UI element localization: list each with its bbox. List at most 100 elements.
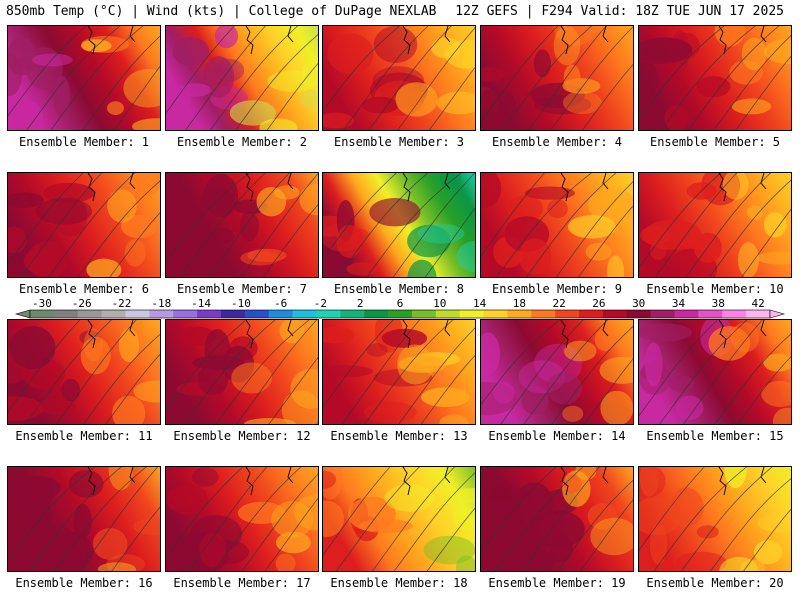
- height-contour: [323, 320, 394, 408]
- colorbar-tick-label: -30: [32, 297, 52, 310]
- ensemble-member-label: Ensemble Member: 16: [15, 576, 153, 590]
- height-contour: [639, 26, 725, 121]
- temperature-field: [481, 26, 633, 130]
- ensemble-member-map: [7, 25, 161, 131]
- height-contour: [8, 173, 84, 265]
- height-contour: [420, 355, 475, 424]
- colorbar-tick-label: 18: [513, 297, 526, 310]
- temperature-field: [639, 320, 791, 424]
- height-contour: [364, 320, 454, 424]
- height-contour: [78, 467, 159, 571]
- colorbar-tick-label: 14: [473, 297, 487, 310]
- coastline: [718, 26, 767, 55]
- height-contour: [240, 173, 318, 277]
- coastline: [718, 467, 767, 496]
- colorbar-segment: [722, 310, 747, 318]
- colorbar-segment: [340, 310, 365, 318]
- ensemble-member-map: [7, 319, 161, 425]
- height-contour: [683, 320, 763, 424]
- temperature-field: [639, 173, 791, 277]
- height-contour: [53, 467, 147, 571]
- ensemble-member-label: Ensemble Member: 13: [330, 429, 468, 443]
- ensemble-member-map: [322, 25, 476, 131]
- temperature-colorbar: -30 -26 -22 -18 -14 -10 -6 -2 2 6 10 14 18 22 26 30 34 38…: [14, 297, 786, 319]
- colorbar-segment: [149, 310, 174, 318]
- height-contour: [639, 467, 705, 551]
- temperature-field: [323, 467, 475, 571]
- height-contour: [550, 26, 633, 130]
- ensemble-member-label: Ensemble Member: 1: [18, 135, 150, 149]
- coastline: [87, 26, 136, 55]
- colorbar-segment: [53, 310, 79, 318]
- ensemble-member-map: [165, 172, 319, 278]
- ensemble-member-label: Ensemble Member: 2: [176, 135, 308, 149]
- ensemble-member-map: [7, 172, 161, 278]
- ensemble-member-map: [165, 25, 319, 131]
- ensemble-member-label: Ensemble Member: 14: [488, 429, 626, 443]
- height-contour: [708, 179, 791, 277]
- coastline: [560, 173, 609, 202]
- height-contour: [83, 333, 160, 424]
- height-contour: [113, 65, 160, 130]
- coastline: [560, 467, 609, 496]
- height-contour: [735, 55, 791, 130]
- temperature-field: [8, 467, 160, 571]
- ensemble-member-map: [322, 172, 476, 278]
- height-contour: [426, 507, 475, 571]
- colorbar-segment: [77, 310, 103, 318]
- temperature-field: [166, 467, 318, 571]
- ensemble-member-label: Ensemble Member: 15: [646, 429, 784, 443]
- ensemble-member-map: [322, 466, 476, 572]
- height-contour: [207, 173, 290, 277]
- ensemble-member-map: [480, 25, 634, 131]
- height-contour: [81, 35, 160, 130]
- colorbar-tick-label: 22: [552, 297, 565, 310]
- colorbar-segment: [268, 310, 294, 318]
- temperature-field: [481, 320, 633, 424]
- height-contour: [236, 320, 318, 424]
- temperature-field: [639, 467, 791, 571]
- colorbar-segment: [650, 310, 676, 318]
- temperature-field: [166, 320, 318, 424]
- height-contour: [268, 357, 318, 424]
- coastline: [402, 26, 451, 55]
- height-contour: [639, 320, 719, 417]
- ensemble-member-label: Ensemble Member: 12: [173, 429, 311, 443]
- colorbar-tick-label: 6: [397, 297, 404, 310]
- height-contour: [366, 173, 462, 277]
- colorbar-segment: [292, 310, 317, 318]
- height-contour: [29, 467, 122, 571]
- colorbar-tick-label: -14: [191, 297, 211, 310]
- height-contour: [105, 353, 160, 424]
- colorbar-segment: [579, 310, 604, 318]
- height-contour: [551, 325, 633, 424]
- colorbar-segment: [364, 310, 389, 318]
- height-contour: [577, 205, 633, 277]
- colorbar-segment: [388, 310, 413, 318]
- colorbar-tick-label: -18: [151, 297, 171, 310]
- colorbar-segment: [125, 310, 150, 318]
- temperature-field: [8, 320, 160, 424]
- colorbar-segment: [173, 310, 198, 318]
- height-contour: [323, 467, 391, 556]
- height-contour: [185, 26, 266, 130]
- height-contour: [687, 26, 780, 130]
- height-contour: [481, 173, 545, 257]
- coastline: [245, 173, 294, 202]
- ensemble-member-map: [480, 319, 634, 425]
- ensemble-member-label: Ensemble Member: 10: [646, 282, 784, 296]
- colorbar-min-arrow: [14, 309, 31, 319]
- colorbar-segment: [698, 310, 723, 318]
- colorbar-tick-label: 30: [632, 297, 645, 310]
- height-contour: [166, 173, 250, 263]
- colorbar-segment: [459, 310, 485, 318]
- height-contour: [24, 320, 112, 424]
- height-contour: [8, 320, 81, 413]
- height-contour: [393, 472, 475, 571]
- colorbar-segment: [483, 310, 508, 318]
- height-contour: [77, 180, 160, 277]
- colorbar-tick-label: -6: [274, 297, 287, 310]
- ensemble-member-label: Ensemble Member: 20: [646, 576, 784, 590]
- height-contour: [555, 181, 633, 277]
- height-contour: [215, 320, 310, 424]
